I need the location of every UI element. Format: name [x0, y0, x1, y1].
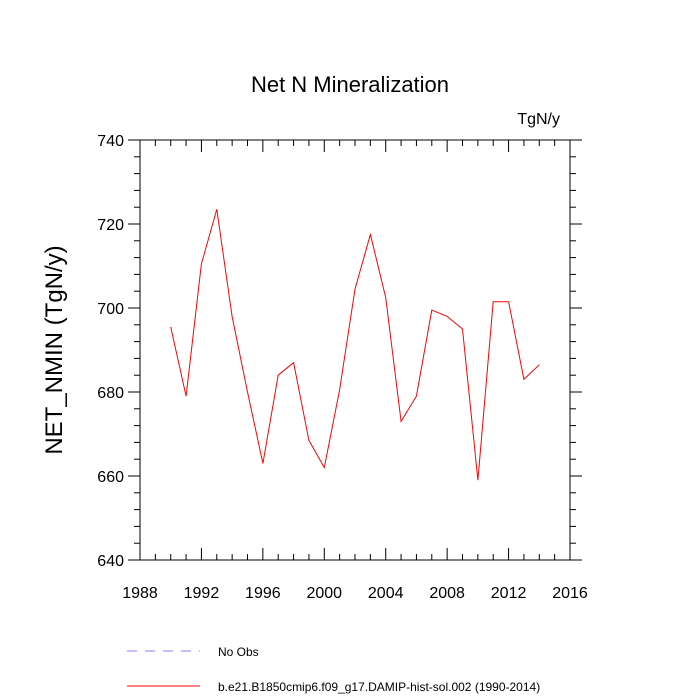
plot-frame	[139, 139, 571, 561]
x-tick-label: 1988	[122, 585, 158, 602]
units-label: TgN/y	[517, 111, 560, 128]
legend-label: b.e21.B1850cmip6.f09_g17.DAMIP-hist-sol.…	[218, 680, 540, 694]
chart-title: Net N Mineralization	[251, 72, 449, 97]
tick-labels: 1988 1992 1996 2000 2004 2008 2012 2016 640 660 68…	[97, 133, 588, 602]
series-line	[170, 209, 540, 481]
x-tick-label: 2016	[552, 585, 588, 602]
series-layer	[170, 209, 540, 481]
x-tick-label: 2004	[368, 585, 404, 602]
axis-ticks	[128, 139, 582, 561]
x-tick-label: 1992	[184, 585, 220, 602]
y-tick-label: 640	[97, 553, 124, 570]
y-tick-label: 700	[97, 301, 124, 318]
x-tick-label: 2012	[491, 585, 527, 602]
x-tick-label: 2000	[306, 585, 342, 602]
y-tick-label: 680	[97, 385, 124, 402]
y-tick-label: 740	[97, 133, 124, 150]
y-axis-label: NET_NMIN (TgN/y)	[41, 245, 68, 454]
x-tick-label: 2008	[429, 585, 465, 602]
x-tick-label: 1996	[245, 585, 281, 602]
y-tick-label: 660	[97, 469, 124, 486]
legend-label: No Obs	[218, 645, 259, 659]
y-tick-label: 720	[97, 217, 124, 234]
legend: No Obs b.e21.B1850cmip6.f09_g17.DAMIP-his…	[127, 645, 540, 694]
